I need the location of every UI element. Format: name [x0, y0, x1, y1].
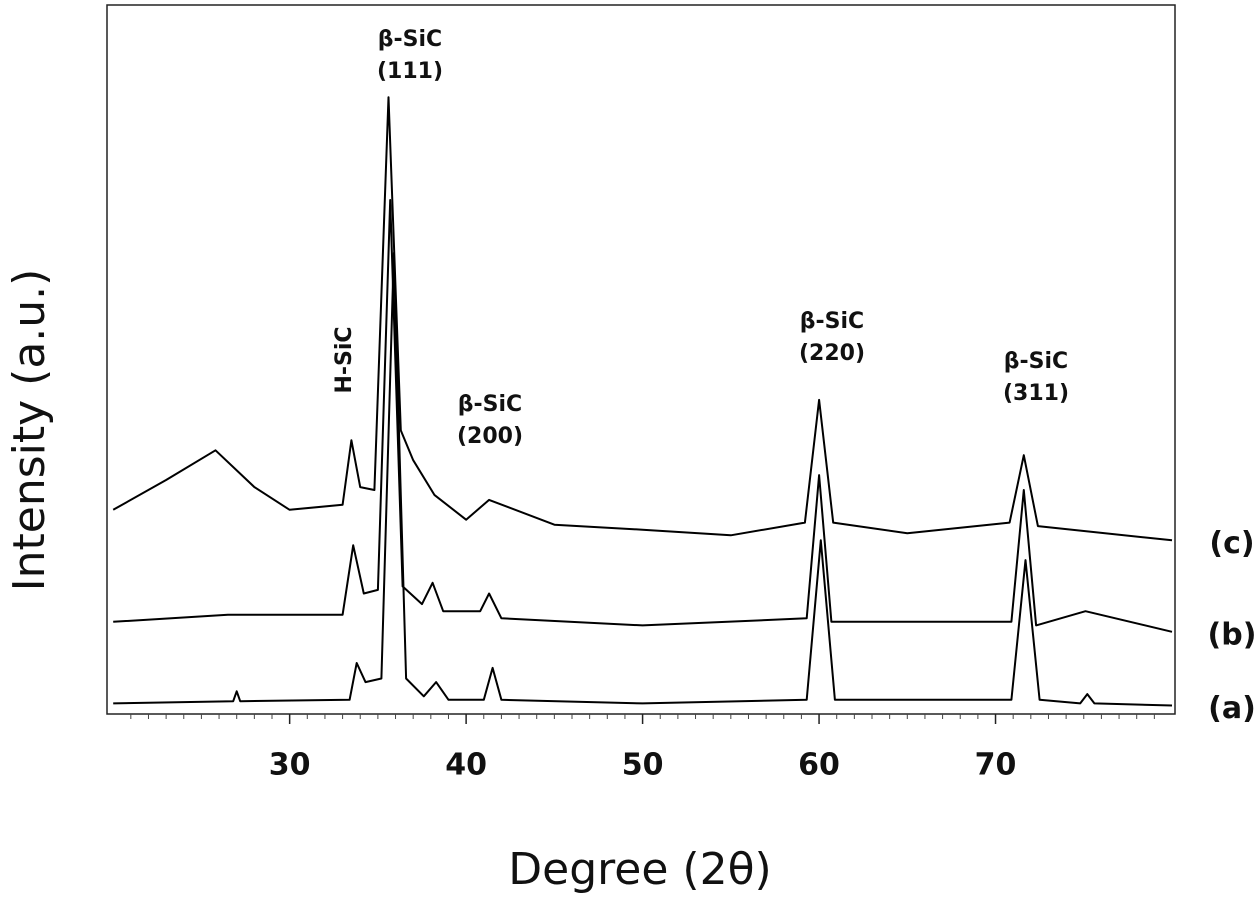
peak-annotation: (111): [377, 59, 443, 84]
series-label: (a): [1208, 691, 1256, 726]
peak-annotation: β-SiC: [800, 309, 864, 334]
plot-frame: [106, 4, 1176, 715]
peak-annotation: (200): [457, 424, 523, 449]
peak-annotation: H-SiC: [332, 326, 357, 393]
peak-annotation: (220): [799, 341, 865, 366]
peak-annotation: (311): [1003, 381, 1069, 406]
series-label: (c): [1209, 526, 1254, 561]
series-label: (b): [1208, 617, 1257, 652]
x-tick-label: 60: [798, 748, 840, 783]
x-tick-label: 70: [975, 748, 1017, 783]
xrd-trace: [112, 96, 1173, 542]
x-axis-label: Degree (2θ): [508, 844, 771, 895]
peak-annotation: β-SiC: [1004, 349, 1068, 374]
xrd-trace: [113, 199, 1173, 633]
x-tick-label: 50: [622, 748, 664, 783]
x-tick-label: 40: [445, 748, 487, 783]
xrd-trace: [113, 252, 1173, 707]
y-axis-label: Intensity (a.u.): [4, 269, 55, 592]
peak-annotation: β-SiC: [458, 392, 522, 417]
x-tick-label: 30: [269, 748, 311, 783]
peak-annotation: β-SiC: [378, 27, 442, 52]
